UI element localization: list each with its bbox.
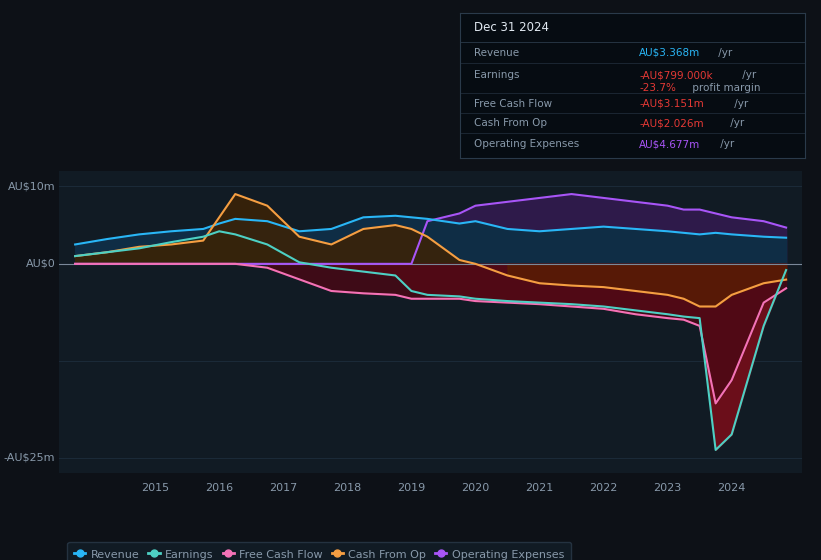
Legend: Revenue, Earnings, Free Cash Flow, Cash From Op, Operating Expenses: Revenue, Earnings, Free Cash Flow, Cash … [67,542,571,560]
Text: -AU$25m: -AU$25m [4,452,55,463]
Text: -AU$799.000k: -AU$799.000k [640,71,713,80]
Text: profit margin: profit margin [690,83,761,92]
Text: AU$0: AU$0 [25,259,55,269]
Text: AU$4.677m: AU$4.677m [640,139,700,149]
Text: -AU$2.026m: -AU$2.026m [640,118,704,128]
Text: /yr: /yr [715,48,732,58]
Text: -AU$3.151m: -AU$3.151m [640,99,704,109]
Text: /yr: /yr [731,99,748,109]
Text: Free Cash Flow: Free Cash Flow [474,99,552,109]
Text: -23.7%: -23.7% [640,83,677,92]
Text: /yr: /yr [717,139,734,149]
Text: Earnings: Earnings [474,71,520,80]
Text: /yr: /yr [740,71,757,80]
Text: Revenue: Revenue [474,48,519,58]
Text: Dec 31 2024: Dec 31 2024 [474,21,548,34]
Text: Cash From Op: Cash From Op [474,118,547,128]
Text: Operating Expenses: Operating Expenses [474,139,579,149]
Text: AU$10m: AU$10m [7,181,55,192]
Text: AU$3.368m: AU$3.368m [640,48,700,58]
Text: /yr: /yr [727,118,745,128]
